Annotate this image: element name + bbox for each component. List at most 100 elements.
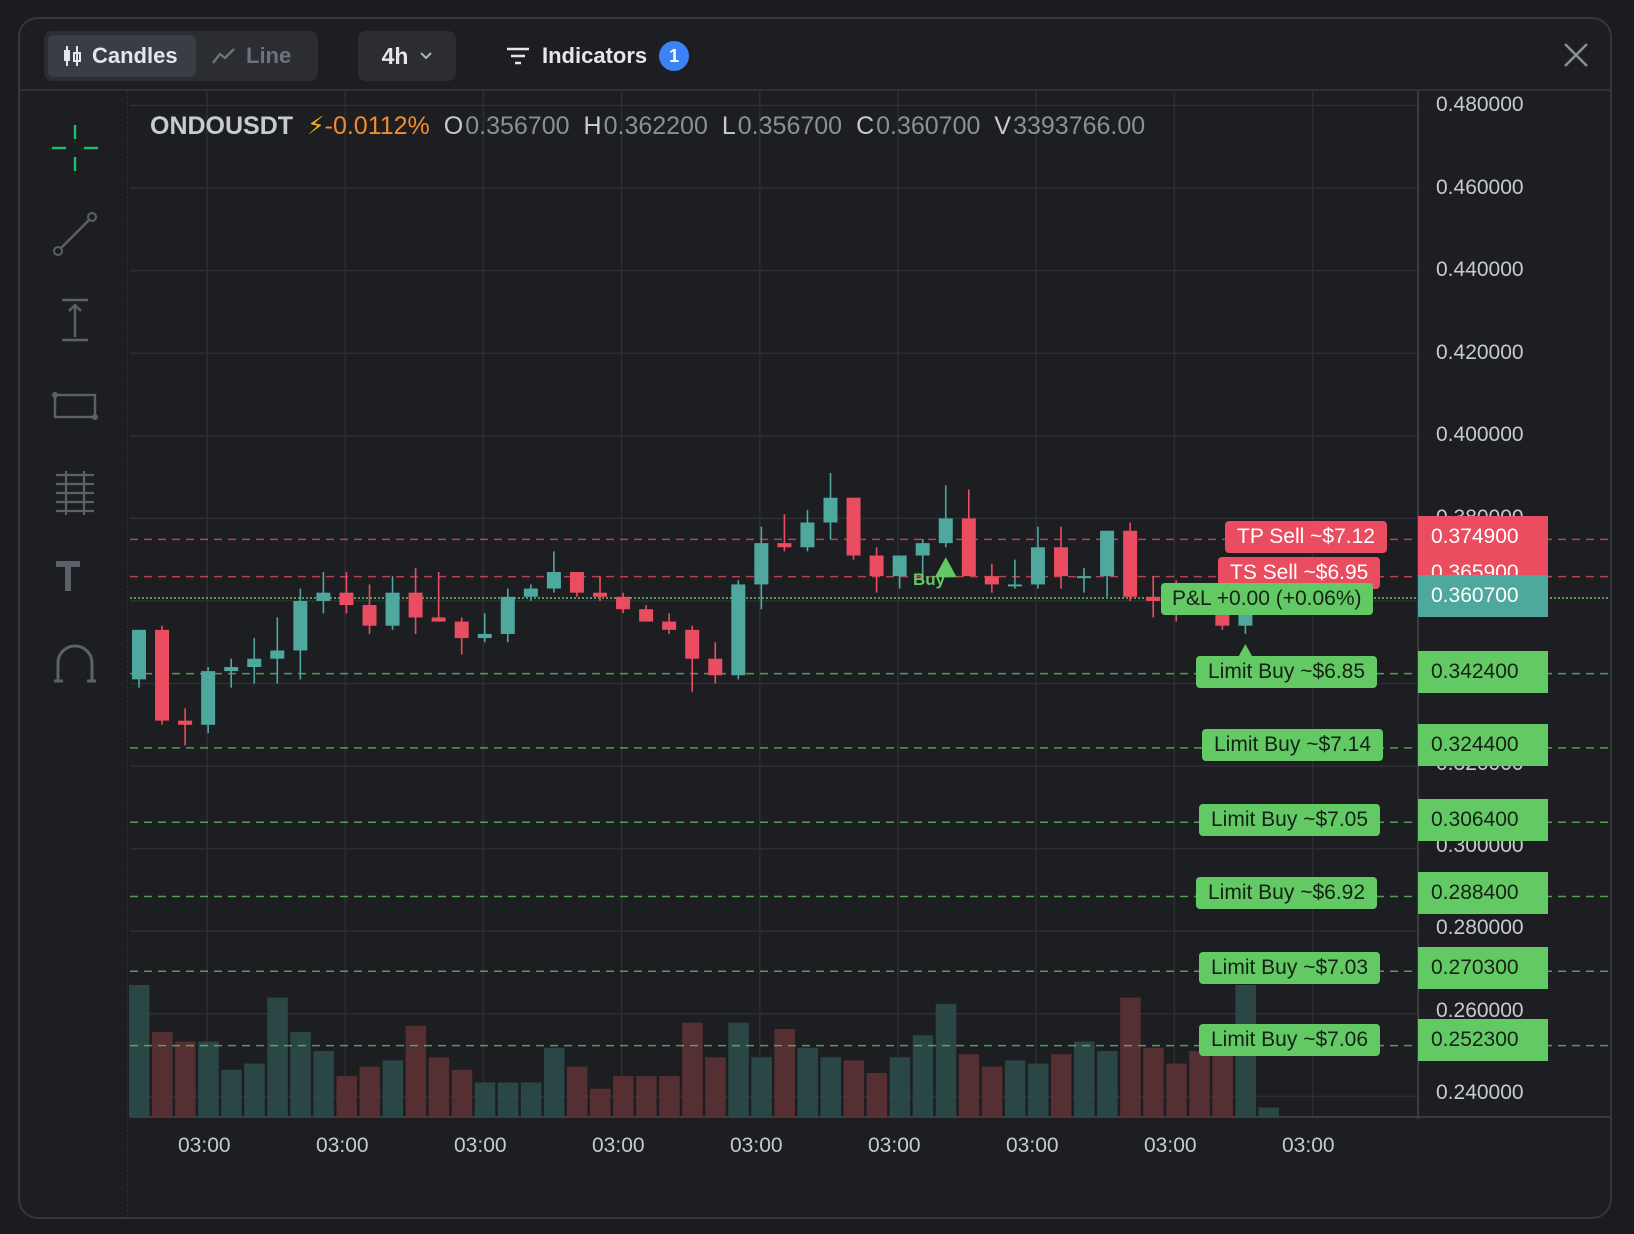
fib-levels-tool[interactable] [50,467,100,517]
line-label: Line [246,43,292,68]
volume-bar [682,1022,703,1117]
candle-body [846,497,861,556]
crosshair-icon [52,125,98,171]
low-key: L [721,111,736,140]
volume-bar [244,1063,265,1117]
limit-buy-order-tag[interactable]: Limit Buy ~$7.06 [1199,1024,1381,1056]
candle-body [385,592,400,626]
candles-icon [64,46,81,66]
candle-body [731,584,746,676]
lightning-icon: ⚡ [307,112,325,140]
volume-bar [313,1051,334,1117]
timeframe-dropdown[interactable]: 4h [358,31,456,81]
price-tick: 0.460000 [1436,176,1524,199]
candle-body [1077,576,1092,579]
open-key: O [443,111,464,140]
candles-label: Candles [92,43,178,68]
volume-bar [520,1082,542,1117]
candle-body [823,497,838,523]
time-tick: 03:00 [316,1134,369,1157]
volume-bar [428,1057,450,1117]
tp-sell-price-label: 0.374900 [1418,516,1548,558]
magnet-tool[interactable] [50,639,100,689]
candle-body [362,605,377,626]
candle-body [639,609,654,622]
candle-body [454,621,469,639]
candle-body [800,522,815,548]
candle-body [685,629,700,659]
candle-body [892,555,907,577]
high-value: 0.362200 [603,111,708,140]
time-tick: 03:00 [454,1134,507,1157]
text-icon [56,561,80,591]
buy-marker-label: Buy [913,570,946,589]
volume-bar [728,1022,749,1117]
limit-buy-price-label: 0.270300 [1418,947,1548,989]
line-button[interactable]: Line [198,35,314,77]
limit-buy-order-tag[interactable]: Limit Buy ~$6.92 [1196,877,1378,909]
volume-bar [290,1032,311,1117]
limit-buy-price-label: 0.342400 [1418,651,1548,693]
volume-bar [1004,1060,1026,1117]
trendline-icon [53,212,97,256]
time-tick: 03:00 [868,1134,921,1157]
candle-body [546,572,561,589]
time-tick: 03:00 [178,1134,231,1157]
vertical-line-tool[interactable] [50,295,100,345]
candle-body [224,666,239,672]
limit-buy-order-tag[interactable]: Limit Buy ~$7.05 [1199,804,1381,836]
text-tool[interactable] [50,553,100,603]
tp-sell-order-tag[interactable]: TP Sell ~$7.12 [1225,521,1387,553]
volume-bar [613,1076,634,1117]
volume-bar [820,1057,841,1117]
indicators-button[interactable]: Indicators 1 [506,35,690,77]
candles-button[interactable]: Candles [48,35,196,77]
volume-bar [221,1069,242,1117]
volume-bar [405,1025,427,1117]
candle-body [500,596,515,634]
close-value: 0.360700 [876,111,981,140]
candle-body [961,518,976,577]
candles [132,472,1276,746]
volume-bar [1051,1054,1072,1117]
current-price-label: 0.360700 [1418,575,1548,617]
candle-body [984,576,999,585]
limit-buy-order-tag[interactable]: Limit Buy ~$6.85 [1196,656,1378,688]
volume-bar [1166,1063,1187,1117]
close-button[interactable] [1560,39,1592,71]
candle-body [523,588,538,597]
volume-bar [566,1066,588,1117]
volume-bar [705,1057,726,1117]
candle-body [915,543,930,556]
price-tick: 0.280000 [1436,916,1524,939]
pnl-tag[interactable]: P&L +0.00 (+0.06%) [1161,583,1373,615]
candle-body [431,617,446,622]
candle-body [938,518,953,544]
candle-body [178,720,193,725]
candle-body [477,633,492,639]
limit-buy-order-tag[interactable]: Limit Buy ~$7.14 [1202,729,1384,761]
candle-body [408,592,423,618]
rectangle-tool[interactable] [50,381,100,431]
volume-bar [843,1060,865,1117]
candle-body [662,621,677,630]
candle-body [1007,584,1022,587]
candle-body [293,600,308,651]
candle-body [316,592,331,601]
volume-bar [1143,1047,1164,1117]
candle-body [132,629,146,680]
candle-body [569,572,584,593]
candle-body [1030,547,1045,585]
volume-bar [1027,1063,1049,1117]
vertical-line-icon [62,298,88,342]
candle-body [270,650,285,659]
trendline-tool[interactable] [50,209,100,259]
chart-type-toggle: Candles Line [44,31,318,81]
crosshair-tool[interactable] [50,123,100,173]
price-tick: 0.260000 [1436,999,1524,1022]
candle-body [1123,530,1138,597]
limit-buy-order-tag[interactable]: Limit Buy ~$7.03 [1199,952,1381,984]
timeframe-value: 4h [381,42,409,69]
volume-bar [590,1088,611,1117]
candle-body [201,671,216,725]
